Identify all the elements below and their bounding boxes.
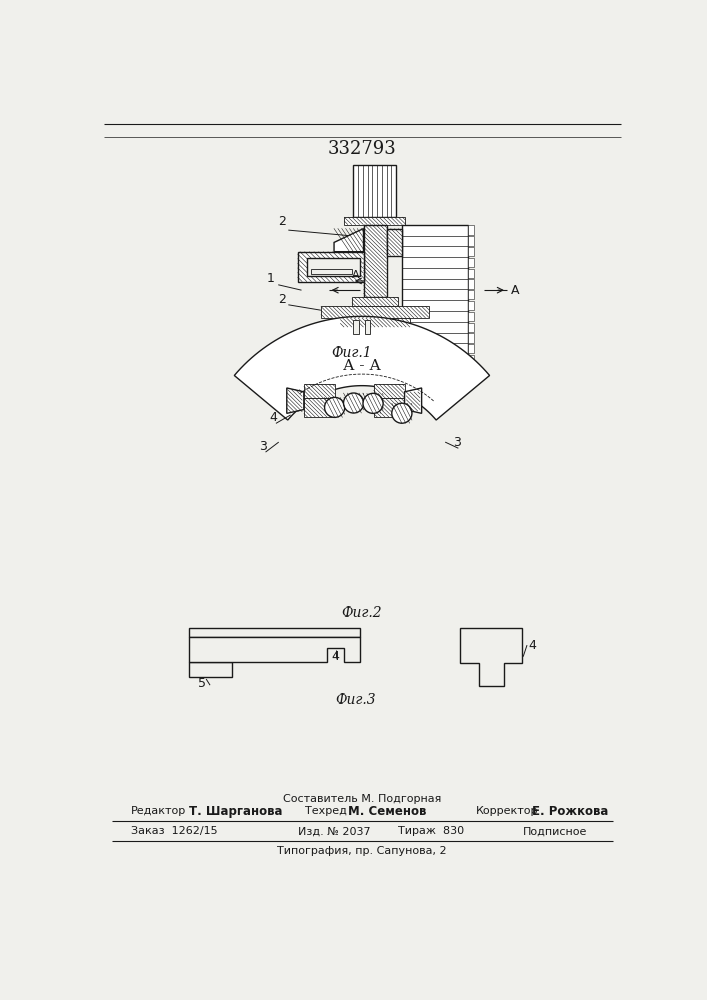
Text: 2: 2 [278,215,286,228]
Text: Подписное: Подписное [522,826,587,836]
Text: Типография, пр. Сапунова, 2: Типография, пр. Сапунова, 2 [277,846,447,856]
Text: Тираж  830: Тираж 830 [398,826,464,836]
Bar [304,398,335,417]
Text: 3: 3 [453,436,461,449]
Text: 4: 4 [529,639,537,652]
Bar [352,297,398,306]
Polygon shape [234,316,489,420]
Text: Фиг.1: Фиг.1 [332,346,372,360]
Text: Составитель М. Подгорная: Составитель М. Подгорная [283,794,441,804]
Circle shape [344,393,363,413]
Bar [468,333,474,343]
Text: 5: 5 [198,677,206,690]
Text: Е. Рожкова: Е. Рожкова [532,805,609,818]
Bar [189,662,232,677]
Bar [468,355,474,364]
Bar [387,229,402,256]
Bar [468,323,474,332]
Bar [468,247,474,256]
Bar [363,225,387,297]
Bar [402,225,468,374]
Bar [468,366,474,375]
Text: Т. Шарганова: Т. Шарганова [189,805,283,818]
Bar [304,384,335,398]
Circle shape [325,397,345,417]
Bar [340,318,410,327]
Bar [366,327,385,341]
Bar [354,165,396,217]
Polygon shape [404,388,421,413]
Bar [468,225,474,235]
Bar [468,269,474,278]
Text: М. Семенов: М. Семенов [348,805,426,818]
Bar [354,320,359,334]
Polygon shape [189,637,360,662]
Text: 2: 2 [278,293,286,306]
Circle shape [392,403,412,423]
Bar [365,320,370,334]
Circle shape [363,393,383,413]
Text: 1: 1 [267,272,274,285]
Bar [307,258,360,276]
Text: Фиг.2: Фиг.2 [341,606,382,620]
Text: Фиг.3: Фиг.3 [335,693,376,707]
Bar [373,398,404,417]
Bar [344,217,405,225]
Text: 4: 4 [332,650,339,663]
Polygon shape [460,628,522,686]
Bar [468,344,474,353]
Bar [373,384,404,398]
Polygon shape [287,388,304,413]
Bar [189,628,360,637]
Bar [298,252,363,282]
Bar [468,236,474,246]
Text: Техред: Техред [305,806,347,816]
Text: Редактор: Редактор [131,806,186,816]
Text: А: А [510,284,519,297]
Text: Изд. № 2037: Изд. № 2037 [298,826,370,836]
Bar [468,258,474,267]
Bar [468,301,474,310]
Bar [321,306,429,318]
Bar [311,269,352,274]
Bar [468,279,474,289]
Bar [468,290,474,299]
Text: Заказ  1262/15: Заказ 1262/15 [131,826,218,836]
Text: А - А: А - А [343,359,381,373]
Bar [468,312,474,321]
Bar [385,331,392,337]
Text: 3: 3 [259,440,267,453]
Text: 4: 4 [270,411,278,424]
Text: Корректор: Корректор [476,806,538,816]
Polygon shape [334,229,363,252]
Text: 332793: 332793 [327,140,397,158]
Text: А: А [352,270,360,280]
